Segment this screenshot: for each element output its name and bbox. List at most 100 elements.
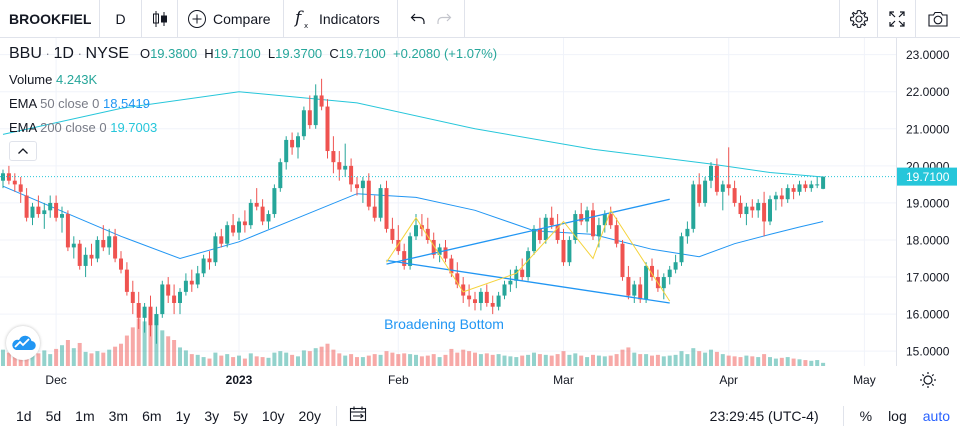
chart-style-button[interactable] (142, 0, 178, 38)
volume-bar (101, 352, 106, 366)
legend-ema200-row[interactable]: EMA 200 close 0 19.7003 (9, 120, 157, 135)
function-icon: f x (293, 8, 308, 30)
candle (160, 280, 165, 318)
range-button-5y[interactable]: 5y (233, 407, 248, 424)
date-range-button[interactable] (345, 406, 371, 425)
auto-scale-toggle[interactable]: auto (922, 407, 950, 424)
log-scale-toggle[interactable]: log (888, 407, 907, 424)
percent-scale-toggle[interactable]: % (859, 407, 873, 424)
candle (107, 228, 112, 255)
candle (154, 306, 159, 344)
candle-body (797, 184, 802, 192)
undo-redo-group (398, 0, 465, 38)
candle-body (455, 273, 460, 285)
screenshot-button[interactable] (916, 0, 960, 38)
symbol-search-button[interactable]: BROOKFIEL (0, 0, 100, 38)
candle-body (160, 284, 165, 315)
volume-bar (396, 354, 401, 366)
indicators-button[interactable]: f x Indicators (284, 0, 398, 38)
candle-body (107, 236, 112, 248)
compare-button[interactable]: Compare (178, 0, 284, 38)
volume-bar (573, 353, 578, 366)
volume-bar (667, 355, 672, 366)
candle (785, 184, 790, 203)
candle (514, 265, 519, 289)
ema200-value: 19.7003 (110, 120, 158, 135)
svg-text:f: f (293, 8, 304, 28)
candle (490, 295, 495, 315)
candle (130, 280, 135, 315)
volume-bar (278, 351, 283, 366)
range-button-1d[interactable]: 1d (16, 407, 32, 424)
price-axis[interactable]: 15.000016.000017.000018.000019.000020.00… (906, 48, 950, 358)
volume-bar (183, 350, 188, 366)
volume-bar (319, 346, 324, 366)
volume-bar (207, 358, 212, 366)
candle (343, 143, 348, 177)
candle-body (638, 284, 643, 300)
candle (496, 291, 501, 311)
legend-volume-row[interactable]: Volume 4.243K (9, 72, 97, 87)
clock-time[interactable]: 23:29:45 (UTC-4) (709, 407, 819, 424)
volume-bar (697, 351, 702, 366)
candle (24, 188, 29, 222)
interval-button[interactable]: D (100, 0, 142, 38)
range-button-20y[interactable]: 20y (298, 407, 322, 424)
redo-icon[interactable] (436, 11, 452, 27)
svg-text:x: x (304, 22, 308, 30)
range-button-1m[interactable]: 1m (75, 407, 95, 424)
time-axis[interactable]: Dec2023FebMarAprMayJun21 (0, 366, 960, 396)
candle (301, 106, 306, 140)
candle (762, 191, 767, 237)
pattern-drawing[interactable] (386, 198, 671, 304)
candle (661, 273, 666, 300)
candle-body (260, 206, 265, 222)
candle-body (307, 110, 312, 126)
volume-bar (313, 348, 318, 366)
candle (632, 280, 637, 303)
candle-body (490, 302, 495, 307)
candle-body (567, 239, 572, 263)
volume-bar (714, 351, 719, 366)
volume-bar (172, 340, 177, 366)
price-tick-label: 18.0000 (906, 233, 950, 247)
axis-settings-button[interactable] (920, 372, 936, 388)
range-button-6m[interactable]: 6m (142, 407, 162, 424)
candle (573, 210, 578, 244)
volume-bar (720, 354, 725, 366)
volume-bar (107, 349, 112, 366)
range-button-5d[interactable]: 5d (45, 407, 62, 424)
candle-body (443, 247, 448, 259)
volume-bar (242, 358, 247, 366)
range-button-1y[interactable]: 1y (175, 407, 191, 424)
range-button-3y[interactable]: 3y (204, 407, 220, 424)
candle-body (703, 180, 708, 203)
range-button-3m[interactable]: 3m (108, 407, 129, 424)
legend-ema50-row[interactable]: EMA 50 close 0 18.5419 (9, 96, 150, 111)
candle-body (213, 236, 218, 263)
settings-button[interactable] (840, 0, 878, 38)
time-tick-label: 2023 (226, 373, 253, 387)
volume-bar (355, 357, 359, 366)
volume-bar (284, 352, 289, 366)
volume-bar (567, 354, 572, 366)
volume-bar (195, 354, 200, 366)
candle-body (402, 251, 407, 266)
volume-bar (703, 352, 708, 366)
volume-bar (638, 354, 643, 366)
volume-bar (89, 353, 94, 366)
range-button-10y[interactable]: 10y (261, 407, 285, 424)
candle-body (785, 188, 790, 200)
undo-icon[interactable] (410, 11, 426, 27)
candle-body (561, 239, 566, 263)
volume-label: Volume (9, 72, 53, 87)
chevron-up-icon (18, 148, 28, 154)
logo-badge[interactable] (6, 326, 40, 360)
volume-bar (602, 356, 607, 366)
legend-collapse-button[interactable] (9, 141, 37, 161)
compare-label: Compare (213, 10, 271, 27)
last-price-tag-text: 19.7100 (906, 170, 950, 184)
fullscreen-button[interactable] (878, 0, 916, 38)
candle-body (319, 95, 324, 107)
price-chart[interactable]: Broadening Bottom 15.0000 16.0000 17.0000 1… (0, 38, 960, 366)
